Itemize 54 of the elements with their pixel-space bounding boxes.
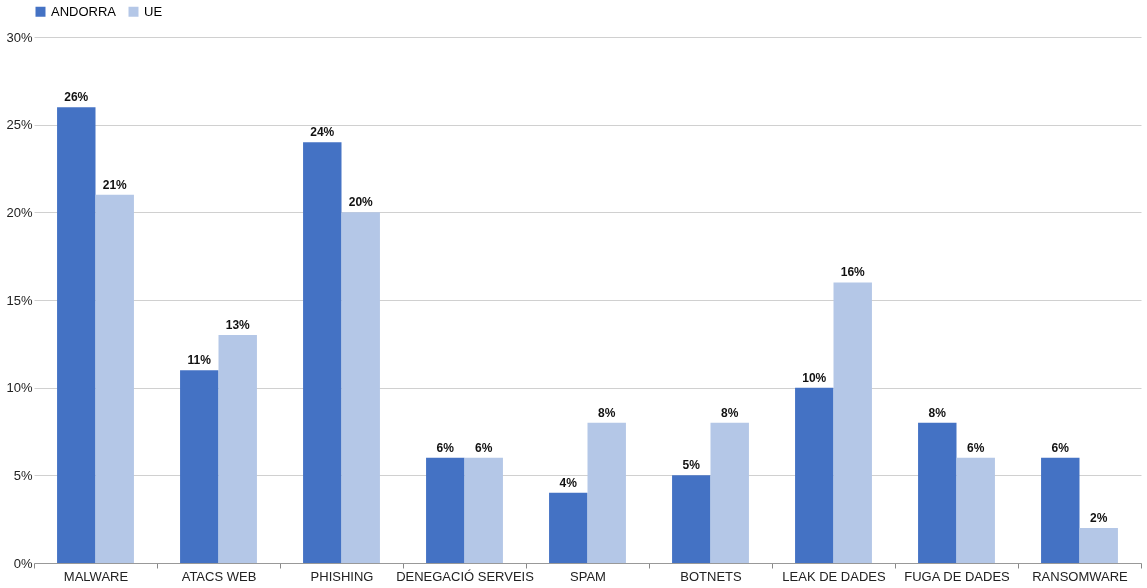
bar: [218, 335, 257, 563]
x-tick-label: MALWARE: [63, 568, 129, 584]
bar: [833, 282, 872, 563]
y-tick-label: 25%: [6, 117, 33, 133]
x-tick-label: FUGA DE DADES: [904, 568, 1011, 584]
y-tick-label: 0%: [13, 555, 33, 571]
x-tick-label: SPAM: [570, 568, 606, 584]
data-label: 11%: [187, 353, 212, 368]
data-label: 5%: [682, 458, 701, 473]
data-label: 26%: [64, 90, 89, 105]
bar: [464, 457, 503, 563]
x-tick-label: ATACS WEB: [181, 568, 257, 584]
bar: [303, 142, 342, 563]
data-label: 24%: [310, 125, 335, 140]
data-label: 8%: [598, 405, 616, 420]
legend-label: UE: [144, 3, 163, 19]
legend-label: ANDORRA: [51, 3, 117, 19]
bar: [918, 422, 957, 563]
bar: [1041, 457, 1080, 563]
data-label: 6%: [436, 440, 455, 455]
x-tick-label: DENEGACIÓ SERVEIS: [396, 568, 535, 584]
data-label: 8%: [721, 405, 739, 420]
y-tick-label: 15%: [6, 292, 33, 308]
data-label: 6%: [1051, 440, 1070, 455]
x-tick-label: PHISHING: [310, 568, 374, 584]
data-label: 4%: [559, 475, 578, 490]
bar: [1079, 527, 1118, 563]
bar: [672, 475, 711, 563]
data-label: 2%: [1090, 510, 1108, 525]
bar: [587, 422, 626, 563]
bar: [57, 107, 96, 563]
data-label: 13%: [225, 318, 251, 333]
y-tick-label: 10%: [6, 380, 33, 396]
bar: [341, 212, 380, 563]
bar: [956, 457, 995, 563]
bar: [710, 422, 749, 563]
bar: [795, 387, 834, 563]
x-tick-label: LEAK DE DADES: [782, 568, 886, 584]
bar: [95, 194, 134, 563]
y-tick-label: 20%: [6, 204, 33, 220]
data-label: 20%: [348, 195, 374, 210]
x-tick-label: RANSOMWARE: [1032, 568, 1129, 584]
data-label: 6%: [967, 440, 985, 455]
data-label: 6%: [475, 440, 493, 455]
data-label: 16%: [840, 265, 866, 280]
y-tick-label: 5%: [13, 467, 33, 483]
data-label: 10%: [802, 370, 827, 385]
x-tick-label: BOTNETS: [680, 568, 743, 584]
bar: [426, 457, 465, 563]
bar: [180, 370, 219, 563]
bar: [549, 492, 588, 563]
data-label: 8%: [928, 405, 947, 420]
data-label: 21%: [102, 177, 128, 192]
y-tick-label: 30%: [6, 29, 33, 45]
